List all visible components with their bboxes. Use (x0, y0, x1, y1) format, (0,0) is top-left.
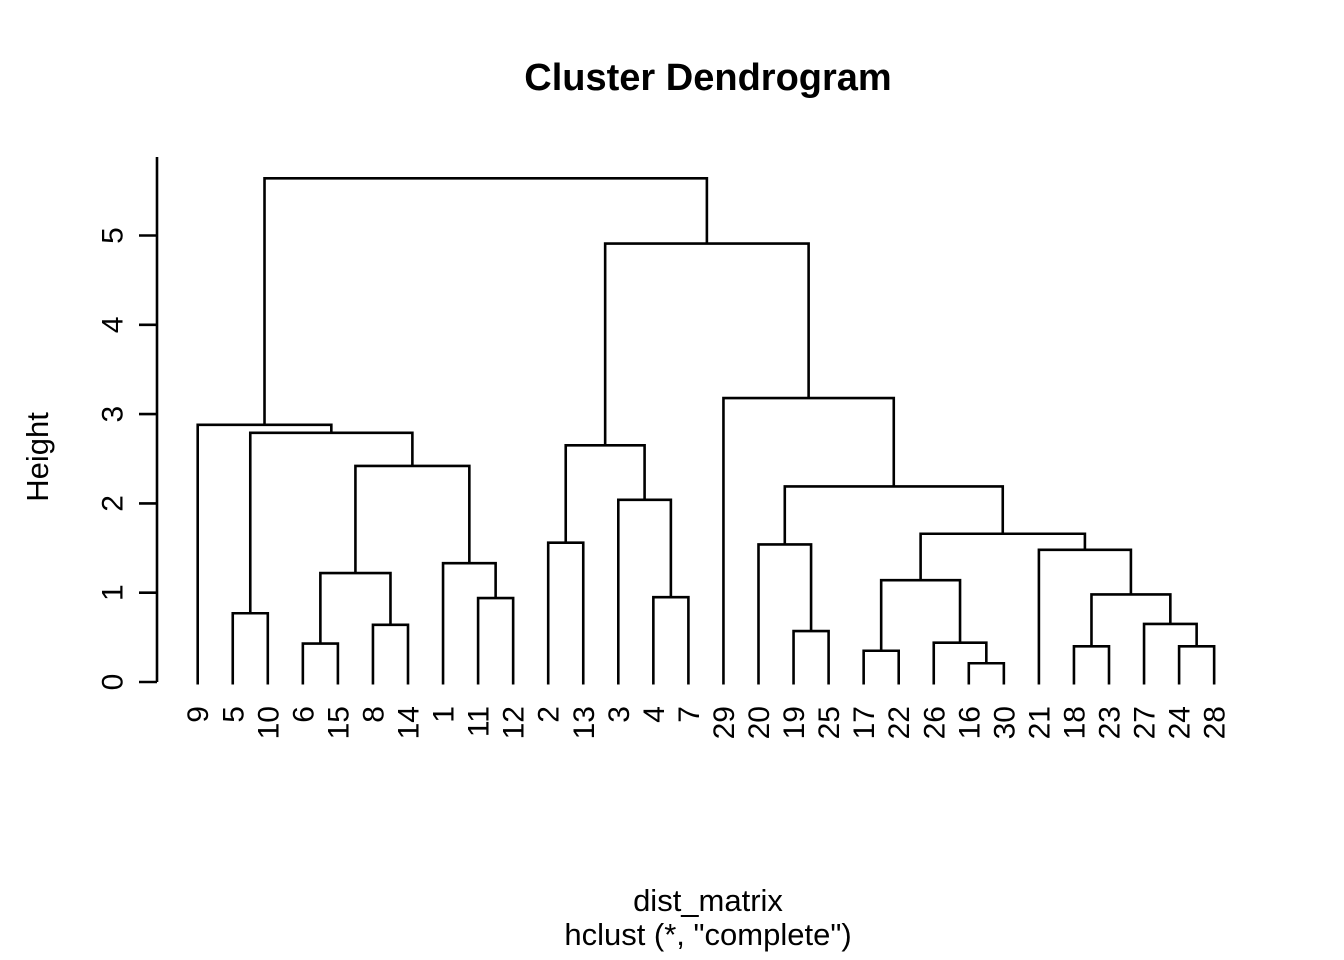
leaf-label: 7 (673, 706, 706, 723)
leaf-label: 5 (217, 706, 250, 723)
leaf-label: 6 (287, 706, 320, 723)
y-axis-tick-label: 0 (97, 674, 130, 691)
leaf-label: 30 (988, 706, 1021, 739)
y-axis-tick-label: 2 (97, 495, 130, 512)
leaf-label: 22 (883, 706, 916, 739)
dendrogram-link (757, 543, 813, 685)
leaf-label: 1 (428, 706, 461, 723)
leaf-label: 21 (1023, 706, 1056, 739)
leaf-label: 8 (357, 706, 390, 723)
dendrogram-link (862, 649, 900, 685)
dendrogram-link (792, 629, 830, 685)
leaf-label: 28 (1199, 706, 1232, 739)
dendrogram-link (879, 578, 962, 651)
chart-title: Cluster Dendrogram (524, 57, 892, 99)
dendrogram-link (546, 541, 585, 685)
leaf-label: 2 (533, 706, 566, 723)
dendrogram-link (301, 642, 340, 685)
dendrogram-link (722, 396, 896, 685)
dendrogram-link (263, 177, 709, 425)
dendrogram-link (319, 571, 392, 644)
leaf-label: 29 (708, 706, 741, 739)
leaf-label: 9 (182, 706, 215, 723)
leaf-label: 17 (848, 706, 881, 739)
leaf-label: 24 (1164, 706, 1197, 739)
dendrogram-link (196, 423, 333, 685)
dendrogram-link (248, 431, 414, 614)
leaf-label: 4 (638, 706, 671, 723)
dendrogram-link (564, 444, 646, 543)
dendrogram-link (1090, 593, 1172, 647)
dendrogram-link (1072, 644, 1111, 685)
y-axis-tick-label: 4 (97, 316, 130, 333)
dendrogram-link (354, 464, 471, 574)
leaf-label: 20 (743, 706, 776, 739)
y-axis-tick-label: 3 (97, 406, 130, 423)
leaf-label: 26 (918, 706, 951, 739)
dendrogram-link (476, 596, 515, 685)
leaf-label: 23 (1094, 706, 1127, 739)
leaf-label: 10 (252, 706, 285, 739)
dendrogram-link (617, 498, 673, 685)
leaf-label: 27 (1129, 706, 1162, 739)
dendrogram-link (603, 242, 810, 446)
leaf-label: 3 (603, 706, 636, 723)
x-axis-sub-label: hclust (*, "complete") (564, 917, 852, 952)
leaf-label: 11 (463, 706, 496, 737)
leaf-label: 18 (1058, 706, 1091, 739)
y-axis-label: Height (20, 412, 55, 502)
dendrogram-link (1142, 622, 1198, 685)
leaf-label: 14 (393, 706, 426, 739)
x-axis-label: dist_matrix (633, 883, 783, 918)
leaf-label: 19 (778, 706, 811, 739)
leaf-label: 25 (813, 706, 846, 739)
dendrogram-link (967, 661, 1006, 685)
dendrogram-link (371, 623, 410, 685)
dendrogram-link (441, 561, 497, 685)
leaf-label: 16 (953, 706, 986, 739)
dendrogram-link (231, 611, 270, 685)
dendrogram-link (1037, 548, 1133, 685)
leaf-label: 13 (568, 706, 601, 739)
leaf-label: 15 (322, 706, 355, 739)
dendrogram-link (919, 532, 1087, 581)
y-axis-tick-label: 1 (97, 584, 130, 601)
dendrogram-link (1177, 644, 1216, 685)
dendrogram-link (783, 485, 1005, 545)
leaf-label: 12 (498, 706, 531, 739)
y-axis-tick-label: 5 (97, 227, 130, 244)
dendrogram-link (652, 595, 690, 685)
